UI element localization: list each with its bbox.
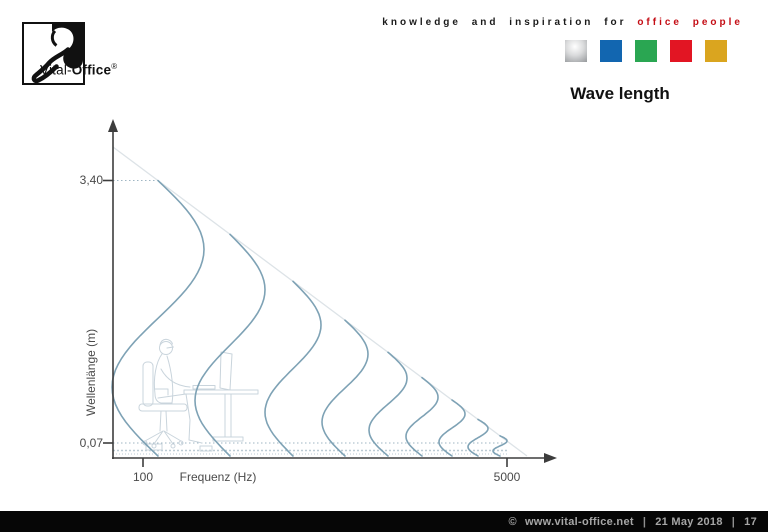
logo-icon [22,22,85,85]
y-axis-arrow-icon [108,119,118,132]
wave-curve [111,179,205,457]
x-tick-label-100: 100 [132,470,154,484]
color-square-red [670,40,692,62]
tagline-black: knowledge and inspiration for [382,17,627,28]
y-tick-label-340: 3,40 [79,173,103,187]
tagline: knowledge and inspiration for office peo… [382,17,743,28]
wave-curve [438,399,466,457]
wave-curve [405,376,439,457]
footer-date: 21 May 2018 [655,515,723,528]
wave-curve [368,351,408,457]
color-square-gold [705,40,727,62]
color-square-blue [600,40,622,62]
person-at-desk-illustration [138,338,259,452]
footer-separator: | [642,515,647,528]
footer-separator: | [731,515,736,528]
wave-curve [467,418,489,457]
logo-text-vital: Vital- [40,62,72,78]
y-axis-title: Wellenlänge (m) [84,328,98,416]
x-axis-title: Frequenz (Hz) [179,470,257,484]
y-tick-label-007: 0,07 [79,436,103,450]
vital-office-logo-mark [22,22,85,85]
brand-color-squares [565,40,727,62]
footer-bar: © www.vital-office.net | 21 May 2018 | 1… [0,511,768,532]
chart-axes [103,119,557,467]
footer-site-url: www.vital-office.net [524,515,634,528]
wave-curve [492,435,508,457]
copyright-icon: © [508,515,517,528]
color-square-silver [565,40,587,62]
x-axis-arrow-icon [544,453,557,463]
wave-curve [264,280,322,457]
x-tick-label-5000: 5000 [493,470,521,484]
page-title: Wave length [570,84,670,103]
registered-trademark-icon: ® [111,62,118,71]
logo-text-office: Office [71,62,112,78]
tagline-red: office people [637,17,743,28]
wave-curve [194,233,266,457]
logo-wordmark: Vital-Office® [40,62,117,78]
footer-page-number: 17 [744,515,757,528]
color-square-green [635,40,657,62]
wave-curve [321,319,369,457]
